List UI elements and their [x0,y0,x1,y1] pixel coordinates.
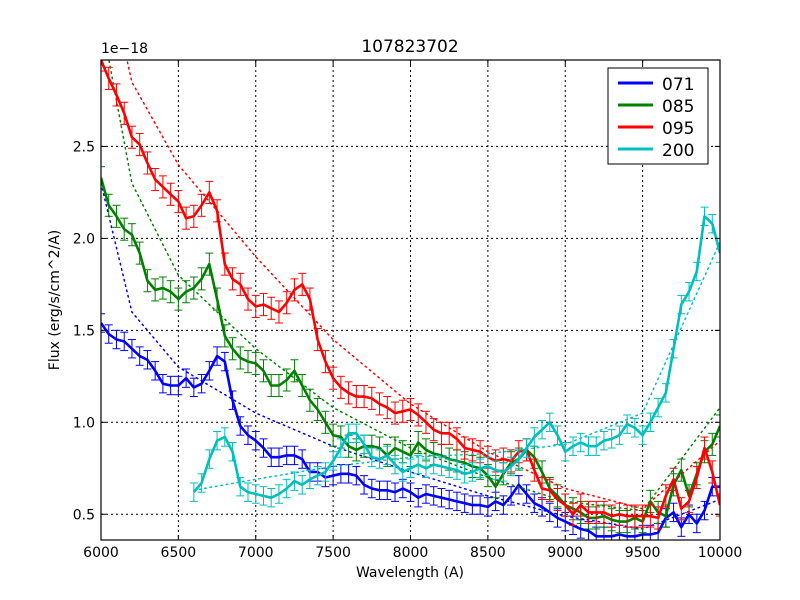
y-tick-label: 2.0 [73,231,95,247]
legend-label: 200 [662,141,694,161]
x-tick-label: 6500 [161,545,197,561]
legend-label: 071 [662,75,694,95]
x-axis-ticks: 6000 6500 7000 7500 8000 8500 9000 9500 10000 [83,60,742,561]
series-200 [189,206,720,508]
line-200 [192,215,720,500]
y-tick-label: 1.0 [73,415,95,431]
legend-item-071: 071 [618,75,694,95]
x-axis-label: Wavelength (A) [356,565,464,581]
x-tick-label: 7000 [238,545,274,561]
y-axis-ticks: 0.5 1.0 1.5 2.0 2.5 [73,139,720,523]
x-tick-label: 7500 [315,545,351,561]
plot-series [101,60,720,540]
x-tick-label: 9500 [625,545,661,561]
chart-title: 107823702 [361,37,458,57]
legend-label: 095 [662,119,694,139]
y-tick-label: 1.5 [73,323,95,339]
line-071 [101,322,720,538]
y-axis-label: Flux (erg/s/cm^2/A) [47,230,63,370]
legend-item-085: 085 [618,97,694,117]
fit-curve-095 [126,60,720,510]
y-offset-label: 1e−18 [101,41,148,57]
line-095 [101,60,720,520]
x-tick-label: 6000 [83,545,119,561]
fit-curve-200 [193,241,720,492]
y-tick-label: 2.5 [73,139,95,155]
x-tick-label: 10000 [698,545,743,561]
x-tick-label: 8000 [393,545,429,561]
legend-item-095: 095 [618,119,694,139]
legend-item-200: 200 [618,141,694,161]
legend-label: 085 [662,97,694,117]
series-095 [101,60,720,530]
y-tick-label: 0.5 [73,507,95,523]
x-tick-label: 9000 [547,545,583,561]
x-tick-label: 8500 [470,545,506,561]
line-085 [101,177,720,523]
